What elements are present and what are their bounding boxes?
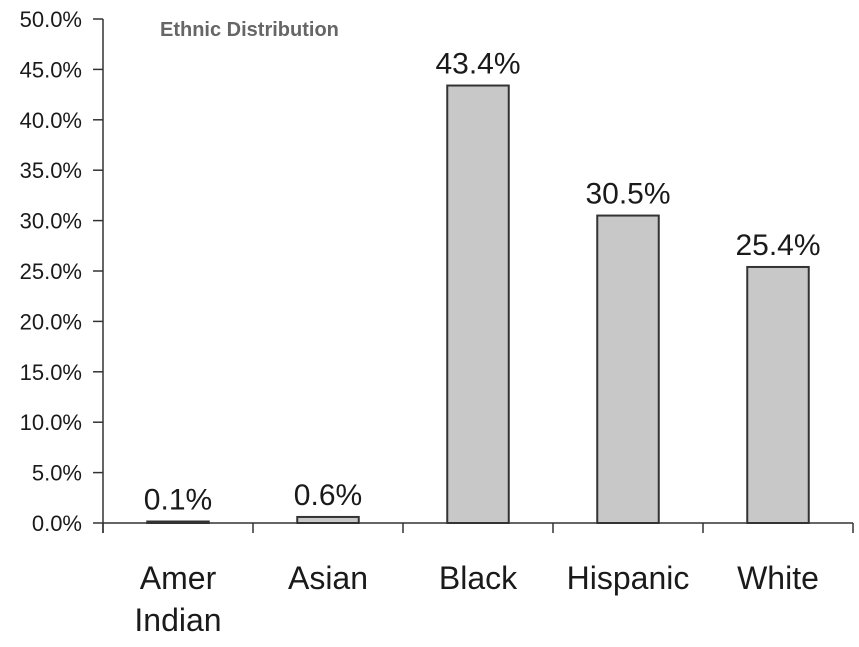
- data-label: 43.4%: [435, 48, 520, 81]
- y-tick-label: 45.0%: [20, 57, 82, 82]
- category-label: White: [737, 560, 819, 596]
- category-label: Black: [439, 560, 518, 596]
- chart-title: Ethnic Distribution: [160, 19, 339, 41]
- category-label: Asian: [288, 560, 368, 596]
- y-tick-label: 40.0%: [20, 108, 82, 133]
- y-tick-label: 5.0%: [32, 461, 82, 486]
- data-label: 0.6%: [294, 479, 362, 512]
- data-label: 0.1%: [144, 484, 212, 517]
- y-tick-label: 0.0%: [32, 511, 82, 536]
- y-tick-label: 35.0%: [20, 158, 82, 183]
- y-axis-ticks: 0.0% 5.0% 10.0% 15.0% 20.0% 25.0% 30.0% 35.0% 40…: [20, 7, 103, 536]
- category-label: Amer: [140, 560, 217, 596]
- y-tick-label: 20.0%: [20, 309, 82, 334]
- data-label: 25.4%: [735, 229, 820, 262]
- category-label: Hispanic: [567, 560, 690, 596]
- category-label: Indian: [134, 602, 221, 638]
- data-labels: 0.1% 0.6% 43.4% 30.5% 25.4%: [144, 48, 821, 517]
- bars: [146, 84, 810, 525]
- y-tick-label: 25.0%: [20, 259, 82, 284]
- y-tick-label: 50.0%: [20, 7, 82, 32]
- bar: [746, 265, 810, 524]
- bar: [596, 214, 660, 524]
- y-tick-label: 15.0%: [20, 360, 82, 385]
- bar: [296, 515, 360, 525]
- x-axis-labels: Amer Indian Asian Black Hispanic White: [134, 560, 818, 638]
- bar: [446, 84, 510, 524]
- bar: [146, 520, 210, 524]
- y-tick-label: 30.0%: [20, 209, 82, 234]
- data-label: 30.5%: [585, 178, 670, 211]
- y-tick-label: 10.0%: [20, 410, 82, 435]
